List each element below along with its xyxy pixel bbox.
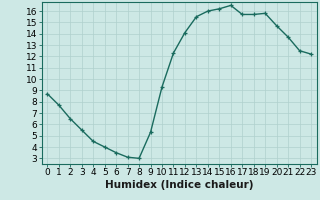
X-axis label: Humidex (Indice chaleur): Humidex (Indice chaleur) <box>105 180 253 190</box>
